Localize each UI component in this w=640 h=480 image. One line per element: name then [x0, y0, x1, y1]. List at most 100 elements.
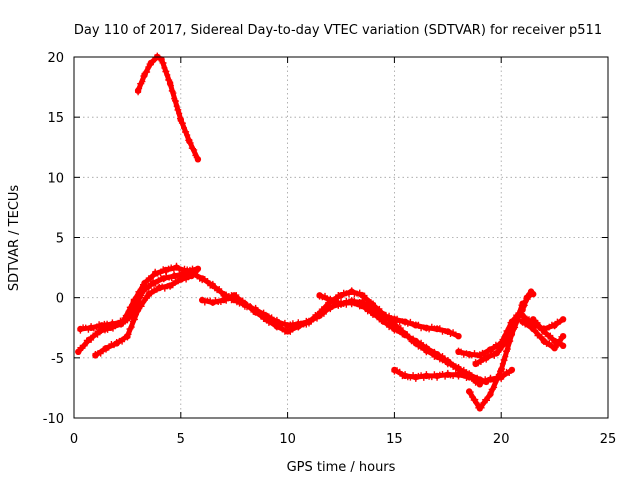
sample-mark	[163, 68, 170, 75]
sample-mark	[118, 321, 124, 328]
sample-mark	[287, 328, 294, 335]
sample-mark	[410, 372, 417, 379]
sample-mark	[223, 297, 230, 304]
sample-mark	[160, 276, 167, 283]
sample-mark	[276, 323, 283, 329]
series-group	[75, 52, 567, 412]
y-tick-label: 5	[56, 232, 64, 247]
sample-mark	[450, 361, 457, 368]
series-arc-14	[530, 316, 567, 349]
sample-mark	[85, 326, 92, 333]
sample-mark	[156, 54, 163, 61]
sample-mark	[512, 319, 519, 326]
sample-mark	[348, 287, 355, 294]
sample-mark	[132, 311, 139, 318]
sample-mark	[330, 297, 336, 304]
sample-mark	[161, 64, 168, 71]
sample-mark	[139, 289, 146, 296]
sample-mark	[268, 314, 275, 321]
sample-mark	[170, 90, 177, 97]
sample-mark	[303, 321, 310, 328]
sample-mark	[484, 397, 490, 404]
x-tick-label: 25	[600, 432, 617, 447]
sample-mark	[547, 332, 554, 339]
sample-mark	[193, 154, 200, 161]
sample-mark	[487, 391, 494, 398]
sample-mark	[491, 352, 498, 359]
sample-mark	[75, 349, 82, 355]
sample-mark	[148, 290, 155, 297]
sample-mark	[490, 346, 497, 352]
sample-mark	[179, 120, 186, 127]
sample-mark	[323, 304, 329, 311]
sample-mark	[406, 334, 413, 341]
series-arc-5	[184, 266, 490, 386]
sample-mark	[466, 372, 473, 379]
sample-mark	[173, 262, 180, 269]
sample-mark	[124, 334, 131, 341]
sample-mark	[111, 342, 117, 349]
sample-mark	[519, 312, 526, 319]
sample-mark	[534, 319, 541, 326]
sample-mark	[295, 324, 302, 331]
sample-mark	[218, 289, 225, 296]
sample-mark	[363, 295, 370, 302]
sample-mark	[175, 106, 182, 113]
sample-mark	[383, 320, 390, 327]
sample-mark	[460, 371, 467, 378]
sample-mark	[532, 327, 539, 334]
sample-mark	[340, 300, 347, 307]
sample-mark	[93, 324, 100, 331]
sample-mark	[140, 298, 147, 305]
sample-mark	[478, 404, 485, 411]
sample-mark	[173, 103, 180, 110]
sample-mark	[97, 350, 104, 357]
data-point	[519, 300, 526, 307]
sample-mark	[526, 292, 532, 299]
sample-mark	[480, 400, 487, 406]
sample-mark	[472, 396, 479, 403]
sample-mark	[402, 371, 409, 378]
sample-mark	[216, 286, 223, 292]
series-line	[184, 268, 489, 385]
sample-mark	[397, 325, 404, 332]
sample-mark	[551, 323, 558, 330]
sample-mark	[549, 335, 556, 342]
chart-title: Day 110 of 2017, Sidereal Day-to-day VTE…	[74, 23, 602, 38]
sample-mark	[494, 376, 501, 383]
sample-mark	[124, 317, 131, 324]
sample-mark	[452, 331, 459, 338]
sample-mark	[176, 110, 183, 117]
sample-mark	[255, 309, 262, 316]
sample-mark	[157, 270, 164, 276]
grid	[74, 57, 608, 418]
sample-mark	[540, 326, 547, 333]
axis-ticks: 0 5 10 15 20 25 -10 -5 0 5 10 15 20	[43, 51, 617, 447]
sample-mark	[361, 292, 368, 299]
sample-mark	[346, 291, 352, 298]
sample-mark	[77, 327, 84, 334]
sample-mark	[504, 338, 511, 345]
sample-mark	[356, 289, 363, 296]
sample-mark	[420, 344, 427, 350]
y-axis-label: SDTVAR / TECUs	[7, 185, 22, 292]
sample-mark	[514, 313, 521, 320]
sample-mark	[415, 321, 422, 328]
sample-mark	[145, 285, 152, 291]
sample-mark	[506, 370, 513, 376]
sample-mark	[546, 339, 553, 346]
sample-mark	[125, 308, 132, 315]
sample-mark	[524, 320, 531, 327]
sample-mark	[412, 338, 419, 345]
sample-mark	[183, 128, 190, 135]
sample-mark	[169, 282, 176, 289]
sample-mark	[150, 58, 156, 65]
sample-mark	[338, 293, 344, 300]
sample-mark	[160, 60, 167, 66]
sample-mark	[150, 272, 156, 279]
sample-mark	[431, 371, 438, 378]
sample-mark	[125, 331, 132, 338]
y-tick-label: -10	[43, 412, 64, 427]
sample-mark	[139, 78, 146, 85]
sample-mark	[508, 330, 515, 337]
